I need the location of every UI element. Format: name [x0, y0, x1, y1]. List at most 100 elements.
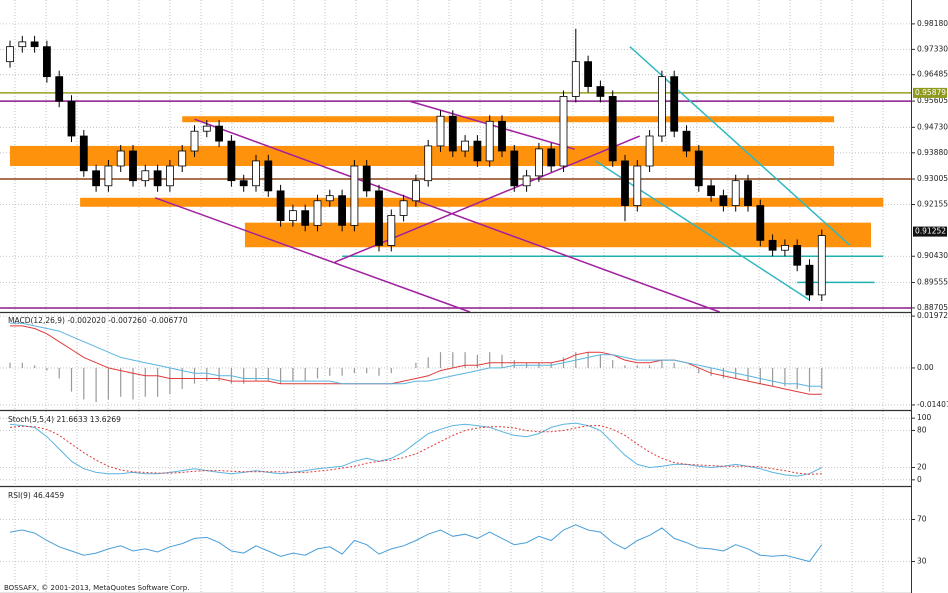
y-tick-label: 0.93880	[917, 148, 948, 157]
candle-body	[744, 180, 752, 206]
y-tick-label: -0.014075	[917, 400, 948, 409]
price-mark-label: 0.95879	[915, 88, 946, 97]
candle-body	[55, 76, 64, 102]
candle-body	[153, 170, 162, 187]
zone	[244, 222, 871, 248]
candle-body	[325, 195, 334, 202]
trendline	[595, 160, 810, 301]
candle-body	[485, 120, 494, 162]
candle-body	[596, 86, 605, 97]
candle-body	[104, 165, 113, 187]
candle-body	[547, 148, 556, 167]
trendline	[194, 118, 720, 313]
candle-body	[448, 115, 457, 152]
candle-body	[805, 264, 814, 296]
candle-body	[571, 61, 580, 97]
candle-body	[411, 180, 420, 202]
candle-body	[707, 185, 715, 197]
candle-body	[658, 76, 666, 137]
candle-body	[43, 46, 51, 78]
candle-body	[18, 41, 27, 48]
price-mark-label: 0.91252	[915, 227, 946, 236]
candle-body	[645, 135, 654, 167]
y-tick-label: 0.97330	[917, 44, 948, 53]
candle-body	[215, 125, 224, 142]
panel-title: RSI(9) 46.4459	[8, 491, 64, 500]
y-tick-label: 30	[917, 557, 927, 566]
y-tick-label: 100	[917, 413, 932, 422]
candle-body	[362, 165, 371, 192]
candle-body	[129, 150, 137, 182]
candle-body	[719, 195, 728, 206]
y-tick-label: 20	[917, 463, 927, 472]
candle-body	[461, 140, 470, 152]
plot-area	[0, 0, 911, 593]
candle-body	[202, 125, 211, 132]
candle-body	[682, 130, 691, 152]
candle-body	[522, 175, 531, 187]
candle-body	[387, 215, 396, 246]
trendline	[629, 46, 851, 246]
candle-body	[498, 120, 506, 152]
zone	[182, 116, 835, 123]
y-tick-label: 0.98180	[917, 19, 948, 28]
y-tick-label: 0.92155	[917, 200, 948, 209]
price-mark-box	[913, 226, 947, 237]
y-tick-label: 0.88705	[917, 303, 948, 312]
y-tick-label: 0.94730	[917, 122, 948, 131]
candle-body	[510, 150, 519, 187]
candle-body	[350, 165, 359, 226]
candle-body	[227, 140, 236, 182]
y-tick-label: 0.96485	[917, 70, 948, 79]
candle-body	[768, 239, 777, 251]
candle-body	[781, 245, 789, 251]
candle-body	[793, 245, 802, 266]
candle-body	[313, 200, 322, 226]
price-mark-box	[913, 87, 947, 98]
candle-body	[670, 76, 679, 132]
candle-body	[731, 180, 740, 206]
footer: BOSSAFX, © 2001-2013, MetaQuotes Softwar…	[4, 584, 189, 592]
candle-body	[276, 190, 285, 221]
indicator-line	[10, 322, 822, 387]
candle-body	[264, 160, 273, 192]
y-tick-label: 0.93005	[917, 174, 948, 183]
indicator-line	[9, 524, 823, 563]
candle-body	[584, 61, 592, 87]
trendline	[334, 135, 641, 263]
y-tick-label: 70	[917, 515, 927, 524]
y-tick-label: 0.90430	[917, 251, 948, 260]
y-tick-label: 0.00	[917, 363, 934, 372]
candle-body	[239, 180, 248, 187]
candle-body	[252, 160, 260, 187]
candle-body	[424, 145, 433, 182]
candle-body	[621, 160, 629, 206]
candle-body	[301, 210, 310, 226]
candle-body	[6, 46, 14, 63]
candle-body	[694, 150, 703, 187]
candle-body	[92, 170, 100, 187]
y-tick-label: 0.95605	[917, 96, 948, 105]
trendline	[154, 197, 471, 313]
y-tick-label: 0.89555	[917, 277, 948, 286]
candle-body	[608, 96, 617, 162]
panel-title: MACD(12,26,9) -0.002020 -0.007260 -0.006…	[8, 316, 188, 325]
candle-body	[535, 148, 543, 177]
candle-body	[116, 150, 125, 167]
y-tick-label: 0	[917, 475, 922, 484]
y-tick-label: 0.019726	[917, 311, 948, 320]
candle-body	[817, 235, 826, 296]
candle-body	[141, 170, 150, 182]
candle-body	[375, 190, 383, 246]
zone	[80, 197, 884, 207]
candle-body	[633, 165, 642, 206]
candle-body	[756, 205, 765, 241]
candle-body	[178, 150, 187, 167]
candle-body	[473, 140, 482, 162]
candle-body	[338, 195, 347, 226]
candle-body	[190, 130, 199, 152]
indicator-line	[9, 425, 822, 475]
y-tick-label: 80	[917, 426, 927, 435]
